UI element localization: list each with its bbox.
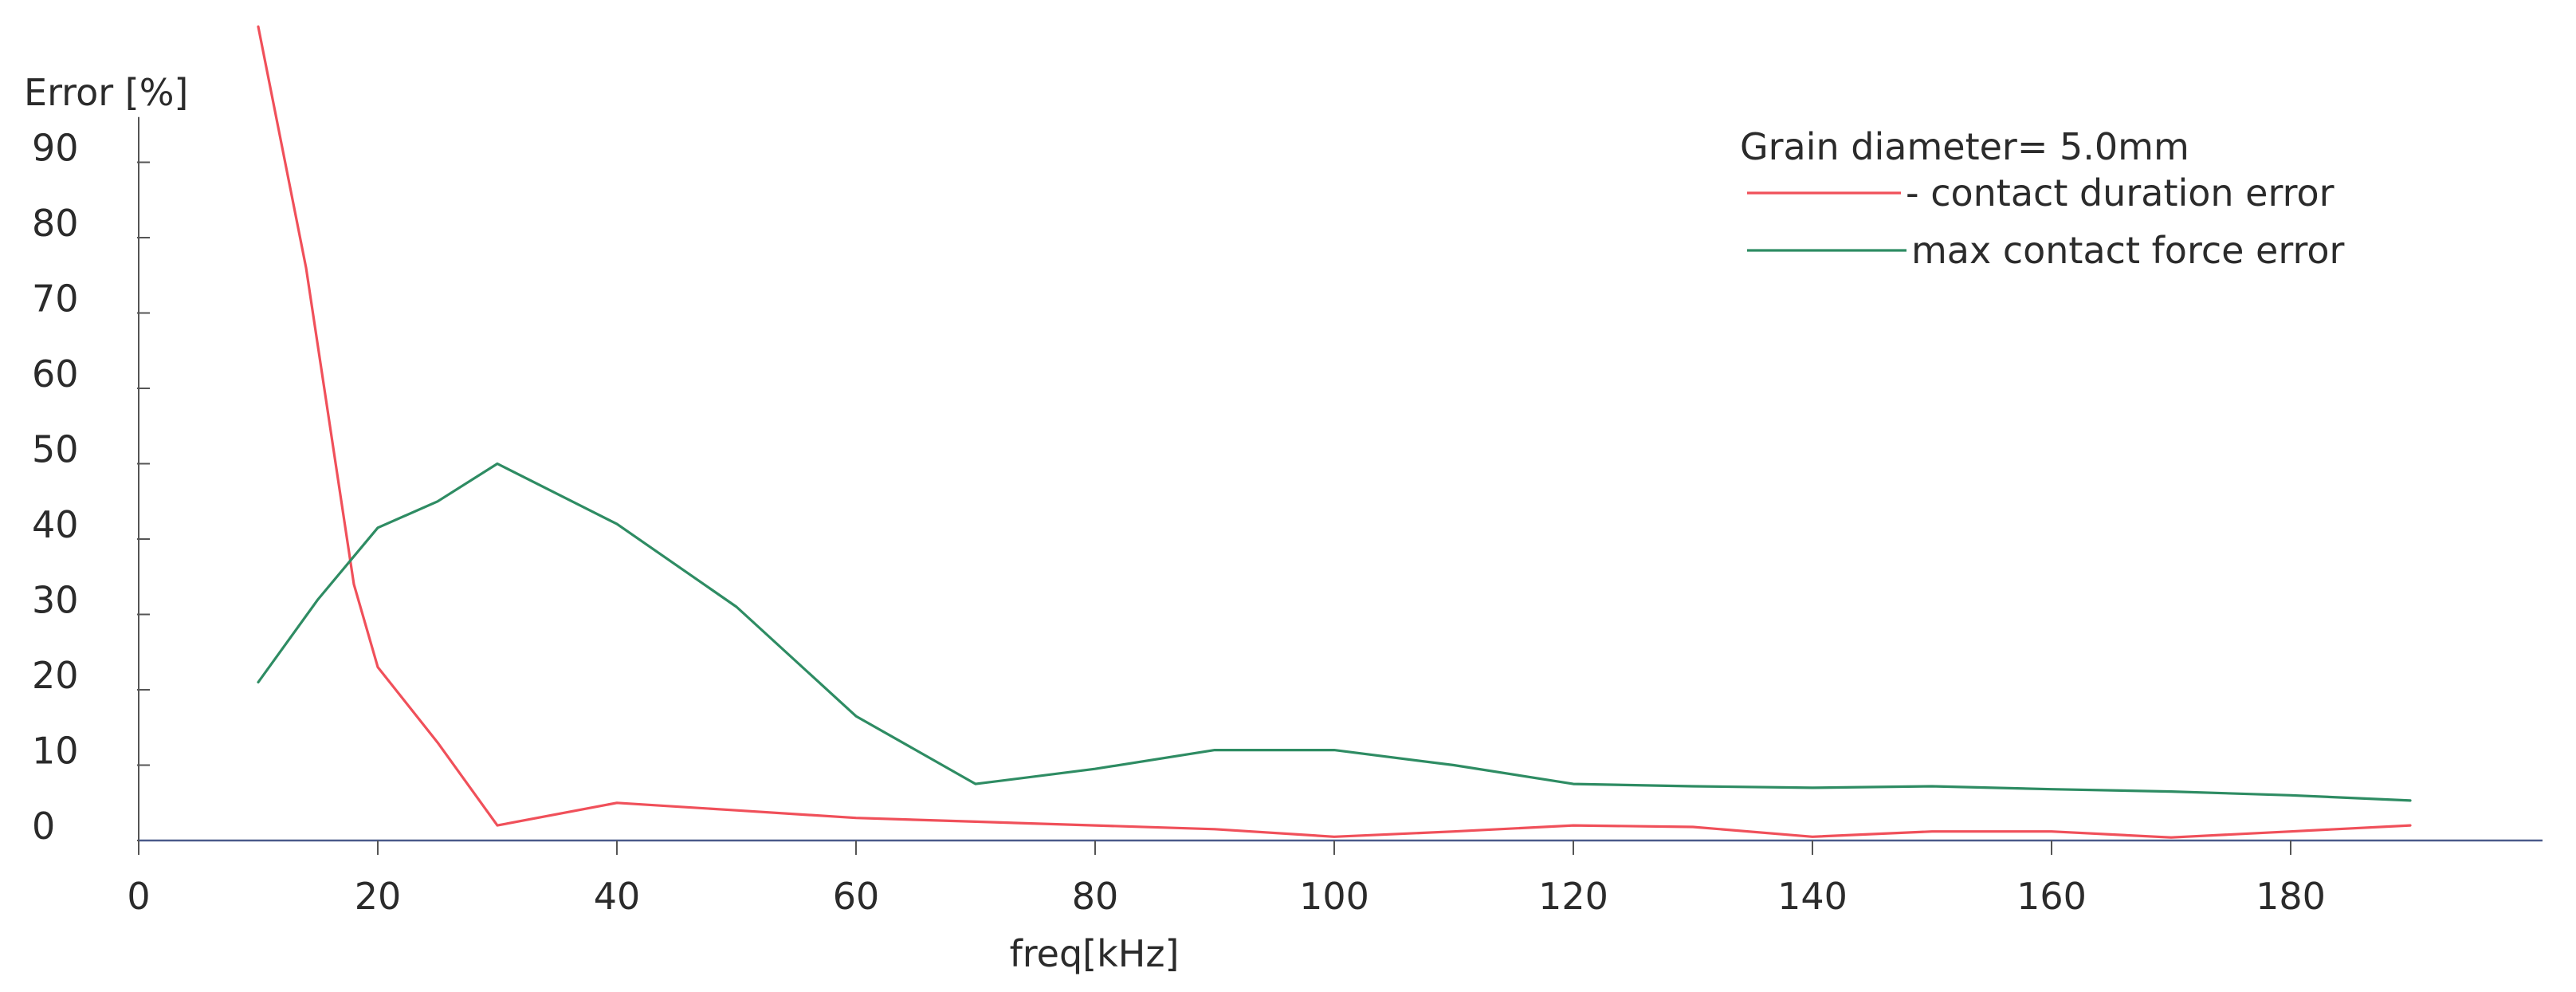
y-axis-title: Error [%] — [24, 71, 188, 114]
x-tick-label: 20 — [355, 875, 402, 918]
legend: Grain diameter= 5.0mm- contact duration … — [1740, 125, 2345, 272]
x-tick-label: 160 — [2016, 875, 2087, 918]
y-tick-label: 60 — [32, 352, 79, 396]
series-line-max-contact-force-error — [257, 462, 2412, 802]
series-layer — [257, 25, 2412, 839]
legend-title: Grain diameter= 5.0mm — [1740, 125, 2189, 168]
y-tick-label: 50 — [32, 428, 79, 471]
x-axis: 0 20 40 60 80 100 120 140 160 180 — [127, 839, 2543, 918]
x-tick-label: 120 — [1538, 875, 1608, 918]
x-tick-label: 140 — [1777, 875, 1848, 918]
y-axis: 0 10 20 30 40 50 60 70 80 90 — [32, 116, 150, 848]
x-axis-title: freq[kHz] — [1010, 932, 1180, 975]
series-line-contact-duration-error — [257, 25, 2412, 839]
x-tick-label: 0 — [127, 875, 150, 918]
y-tick-label: 30 — [32, 579, 79, 622]
y-tick-label: 10 — [32, 730, 79, 773]
y-tick-label: 20 — [32, 654, 79, 697]
x-tick-label: 100 — [1299, 875, 1369, 918]
x-tick-label: 80 — [1072, 875, 1119, 918]
y-tick-label: 90 — [32, 127, 79, 170]
x-tick-label: 180 — [2256, 875, 2326, 918]
y-tick-label: 0 — [32, 805, 55, 848]
x-tick-label: 40 — [594, 875, 641, 918]
y-tick-label: 40 — [32, 503, 79, 546]
y-tick-label: 70 — [32, 278, 79, 321]
legend-entry: max contact force error — [1911, 229, 2345, 272]
y-tick-label: 80 — [32, 202, 79, 245]
legend-entry: - contact duration error — [1906, 171, 2334, 215]
x-tick-label: 60 — [833, 875, 880, 918]
